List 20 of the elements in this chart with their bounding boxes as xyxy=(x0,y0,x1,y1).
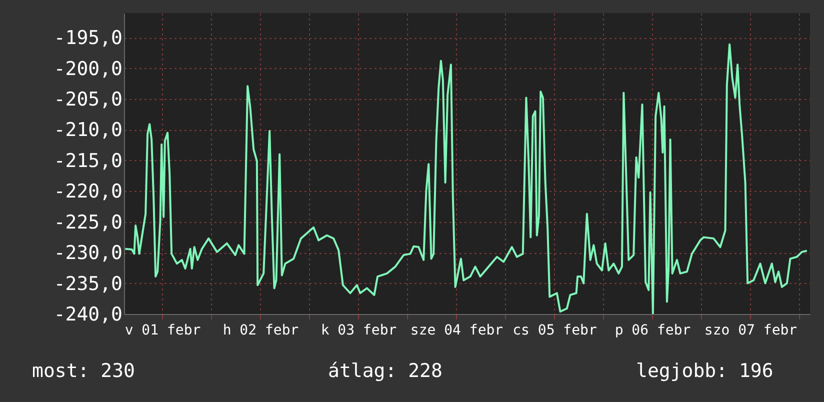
x-tick-label: k 03 febr xyxy=(320,322,397,338)
y-tick-label: -220,0 xyxy=(54,180,122,203)
y-tick-label: -200,0 xyxy=(54,58,122,80)
x-tick-label: h 02 febr xyxy=(222,322,299,338)
x-tick-label: cs 05 febr xyxy=(512,322,597,338)
text: most: 230 xyxy=(32,360,135,382)
text: átlag: 228 xyxy=(328,360,442,382)
x-tick-label: szo 07 febr xyxy=(704,322,798,338)
y-tick-label: -215,0 xyxy=(54,150,122,172)
x-tick-label: v 01 febr xyxy=(124,322,201,338)
y-tick-label: -205,0 xyxy=(54,88,122,110)
y-tick-label: -225,0 xyxy=(54,211,122,234)
y-tick-label: -235,0 xyxy=(54,272,122,295)
text: legjobb: 196 xyxy=(636,360,774,382)
y-tick-label: -230,0 xyxy=(54,242,122,264)
y-tick-label: -195,0 xyxy=(54,27,122,50)
x-tick-label: p 06 febr xyxy=(614,322,691,338)
y-tick-label: -210,0 xyxy=(54,119,122,142)
y-tick-label: -240,0 xyxy=(54,304,122,326)
x-tick-label: sze 04 febr xyxy=(410,322,504,338)
